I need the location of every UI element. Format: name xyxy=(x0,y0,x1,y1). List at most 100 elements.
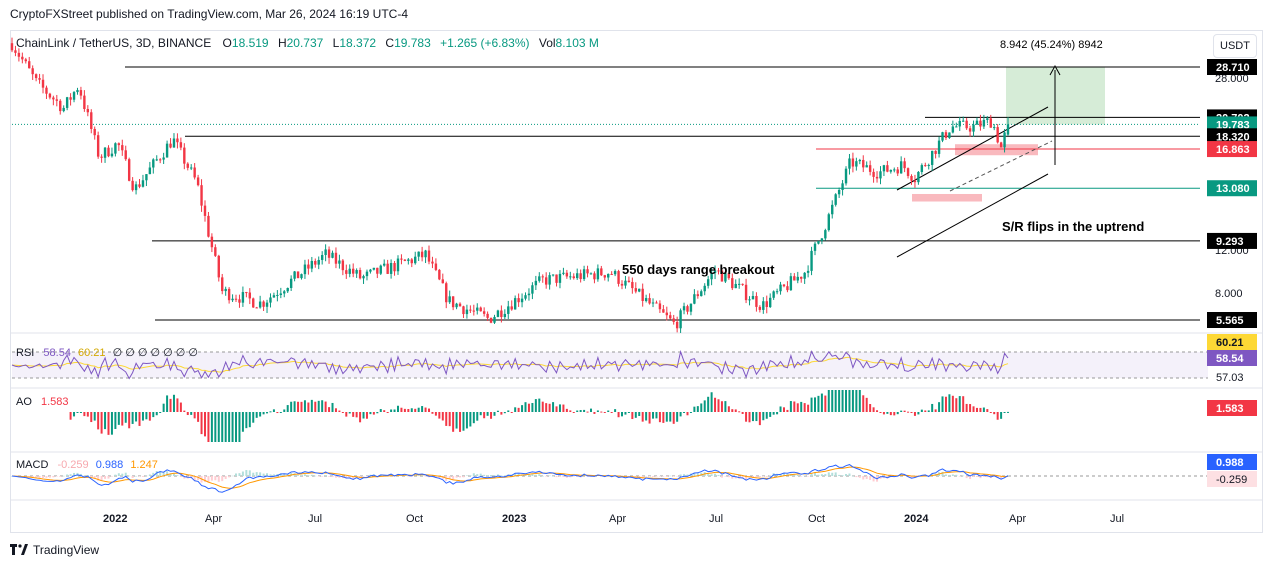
candle-body-59 xyxy=(214,247,217,256)
macd-hist-22 xyxy=(86,474,89,476)
ao-bar-100 xyxy=(355,412,358,418)
candle-body-5 xyxy=(28,61,31,69)
ao-bar-289 xyxy=(1007,411,1009,413)
candle-body-210 xyxy=(734,283,737,289)
candle-body-270 xyxy=(941,132,944,141)
macd-signal-value: 1.247 xyxy=(130,459,158,471)
ao-bar-188 xyxy=(658,412,661,423)
ao-bar-255 xyxy=(889,412,892,416)
ao-bar-145 xyxy=(510,412,513,413)
candle-body-289 xyxy=(1006,124,1010,135)
ao-bar-267 xyxy=(931,403,934,412)
ao-bar-23 xyxy=(90,412,93,423)
macd-hist-281 xyxy=(979,476,982,479)
ao-bar-193 xyxy=(676,412,679,422)
macd-hist-80 xyxy=(286,474,289,476)
candle-body-9 xyxy=(41,79,45,88)
candle-body-81 xyxy=(289,278,293,288)
macd-hist-136 xyxy=(479,473,482,476)
candle-body-117 xyxy=(414,256,417,264)
low-value: 18.372 xyxy=(339,36,377,50)
candle-body-207 xyxy=(724,273,727,282)
ao-bar-38 xyxy=(141,412,144,421)
rsi-tag-bg-0 xyxy=(1207,334,1257,350)
ao-bar-191 xyxy=(669,412,672,422)
candle-body-11 xyxy=(48,93,52,98)
candle-body-28 xyxy=(107,147,110,157)
macd-hist-49 xyxy=(179,476,182,477)
macd-hist-115 xyxy=(407,476,410,477)
candle-body-85 xyxy=(303,264,307,275)
candle-body-223 xyxy=(779,284,782,292)
ao-bar-185 xyxy=(648,412,651,424)
ao-bar-288 xyxy=(1003,412,1006,413)
ao-bar-257 xyxy=(896,412,899,415)
ao-bar-95 xyxy=(338,410,341,412)
macd-hist-94 xyxy=(334,476,337,478)
candle-body-191 xyxy=(669,315,672,319)
ao-bar-112 xyxy=(396,405,399,412)
ao-bar-209 xyxy=(731,409,734,412)
macd-hist-92 xyxy=(328,476,331,477)
ao-bar-169 xyxy=(593,412,596,414)
level-tag-7: 5.565 xyxy=(1216,315,1244,327)
rsi-ma-value: 60.21 xyxy=(78,347,106,359)
ao-bar-187 xyxy=(655,412,658,419)
candle-body-182 xyxy=(638,288,641,292)
candle-body-86 xyxy=(307,264,310,269)
candle-body-194 xyxy=(679,310,682,329)
ao-bar-21 xyxy=(83,412,86,417)
macd-hist-8 xyxy=(38,476,41,478)
ao-bar-90 xyxy=(321,400,324,412)
ao-bar-125 xyxy=(441,412,444,421)
ao-bar-195 xyxy=(683,412,686,413)
ao-bar-232 xyxy=(810,397,813,412)
macd-hist-171 xyxy=(600,476,603,477)
candle-body-148 xyxy=(520,298,524,303)
macd-hist-79 xyxy=(283,473,286,476)
ao-bar-110 xyxy=(390,409,393,412)
macd-hist-237 xyxy=(827,472,830,476)
candle-body-15 xyxy=(62,107,65,112)
candle-body-32 xyxy=(121,145,124,151)
candle-body-123 xyxy=(434,263,438,270)
candle-body-202 xyxy=(706,279,710,286)
ao-bar-159 xyxy=(558,404,561,412)
ao-bar-101 xyxy=(359,412,362,423)
candle-body-184 xyxy=(644,298,648,301)
candle-body-195 xyxy=(682,306,686,311)
ao-bar-231 xyxy=(807,404,810,412)
ao-bar-201 xyxy=(703,400,706,412)
candle-body-37 xyxy=(138,184,141,187)
low-label: L xyxy=(332,36,340,50)
ao-bar-186 xyxy=(652,412,655,419)
macd-hist-206 xyxy=(720,476,723,478)
ao-bar-281 xyxy=(979,407,982,412)
candle-body-203 xyxy=(710,272,713,280)
candle-body-167 xyxy=(586,269,589,274)
ao-bar-174 xyxy=(610,412,613,413)
candle-body-171 xyxy=(600,268,603,276)
candle-body-72 xyxy=(258,301,262,308)
ao-bar-264 xyxy=(920,409,923,412)
macd-hist-238 xyxy=(831,472,834,476)
candle-body-258 xyxy=(899,161,903,174)
rsi-tag-bg-1 xyxy=(1207,350,1257,366)
candle-body-158 xyxy=(555,274,558,283)
macd-hist-69 xyxy=(248,470,251,476)
candle-body-18 xyxy=(72,92,76,100)
ao-bar-65 xyxy=(235,412,238,442)
ao-bar-265 xyxy=(924,410,927,412)
candle-body-276 xyxy=(961,120,965,122)
ao-bar-240 xyxy=(838,390,841,412)
candle-body-137 xyxy=(482,311,486,314)
candle-body-36 xyxy=(134,184,138,191)
candle-body-132 xyxy=(465,309,469,315)
ao-bar-71 xyxy=(255,412,258,418)
currency-unit-button[interactable]: USDT xyxy=(1213,34,1257,58)
ao-legend: AO 1.583 xyxy=(16,396,69,408)
ao-bar-230 xyxy=(803,403,806,412)
macd-hist-216 xyxy=(755,476,758,479)
candle-body-176 xyxy=(617,271,620,284)
